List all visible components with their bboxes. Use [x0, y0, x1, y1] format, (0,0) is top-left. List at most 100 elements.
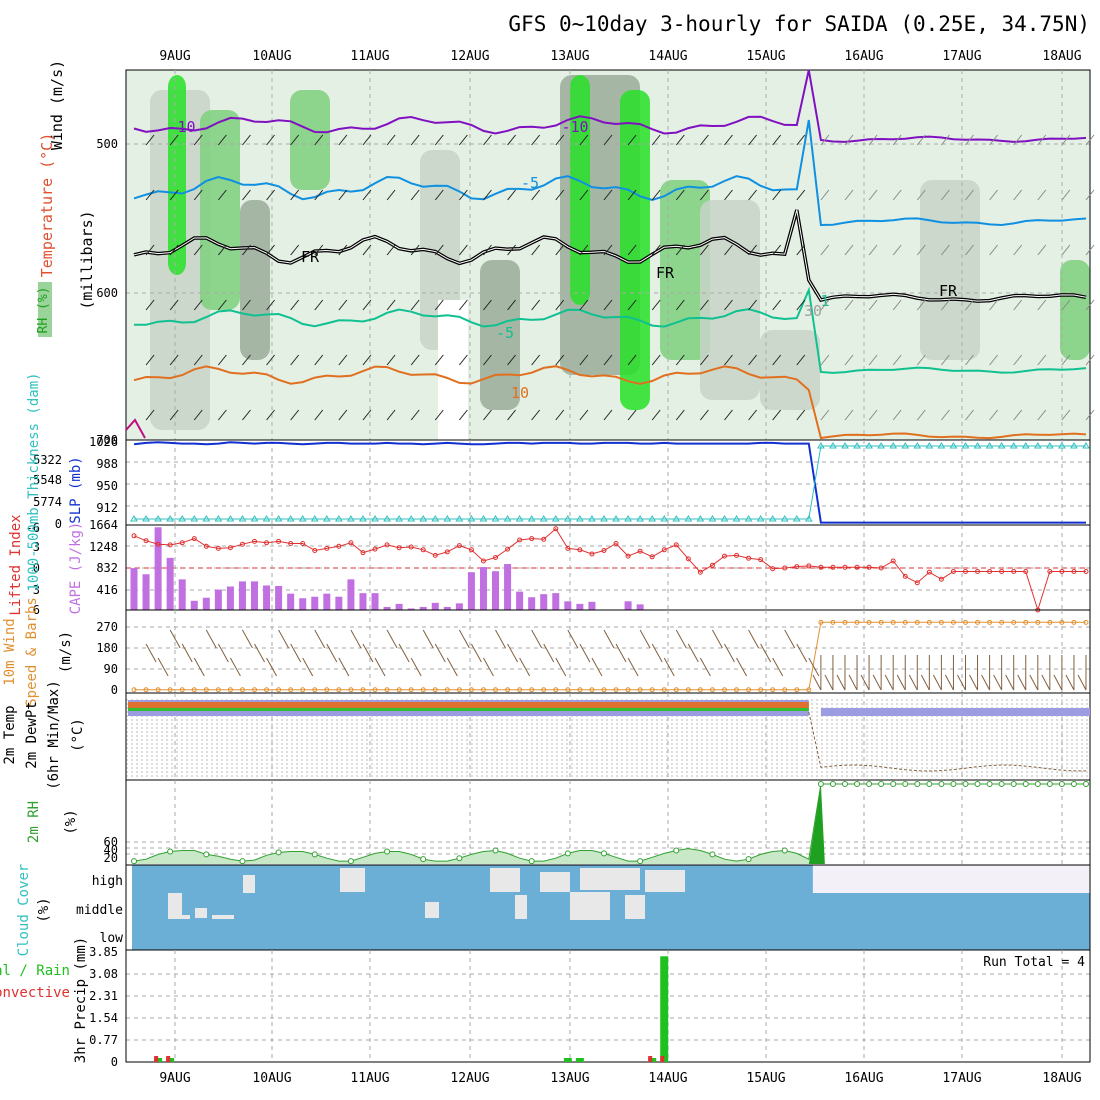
upper-wind-barb	[266, 354, 275, 366]
wind10-marker	[806, 687, 812, 693]
upper-wind-barb	[820, 409, 830, 421]
thickness-marker	[792, 515, 801, 522]
wind10-marker	[746, 687, 752, 693]
wind10-marker	[1071, 619, 1077, 625]
li-marker	[685, 556, 691, 562]
thickness-marker	[720, 515, 729, 522]
contour-minus5-lower	[134, 286, 1087, 374]
upper-wind-barb	[386, 354, 396, 366]
cloud-patch	[212, 915, 234, 919]
cloud-patch	[168, 893, 182, 919]
rh2m-marker	[347, 858, 354, 865]
wind10-barb	[278, 629, 290, 649]
upper-wind-barb	[458, 244, 468, 256]
upper-wind-barb	[362, 189, 372, 201]
thickness-marker	[684, 515, 693, 522]
upper-wind-barb	[314, 354, 324, 366]
rh-shading	[1060, 260, 1090, 360]
wind10-barb	[957, 674, 966, 691]
cape-bar	[178, 579, 186, 610]
thickness-marker	[600, 515, 608, 522]
wind10-barb	[507, 643, 519, 663]
upper-wind-barb	[868, 354, 878, 366]
upper-wind-barb	[916, 189, 926, 201]
upper-wind-barb	[965, 299, 974, 311]
upper-wind-barb	[314, 244, 324, 256]
date-label-top: 14AUG	[648, 49, 687, 64]
rh2m-marker	[950, 781, 957, 787]
li-marker	[673, 542, 679, 548]
upper-wind-barb	[699, 244, 709, 256]
wind10-barb	[603, 629, 615, 649]
li-marker	[456, 543, 462, 549]
upper-wind-barb	[1013, 409, 1023, 421]
thickness-marker	[841, 442, 849, 449]
thickness-marker	[467, 515, 476, 522]
wind10-barb	[205, 629, 217, 649]
precip-tick-label: 0.77	[89, 1033, 118, 1047]
rh2m-area	[134, 848, 809, 864]
wind10-barb	[229, 657, 241, 677]
rh2m-marker	[854, 781, 861, 787]
rh2m-marker	[239, 858, 246, 865]
upper-wind-barb	[1013, 244, 1023, 256]
wind10-marker	[734, 687, 740, 693]
wind10-barb	[687, 643, 699, 663]
upper-wind-barb	[844, 189, 854, 201]
upper-wind-barb	[555, 354, 565, 366]
thickness-marker	[1070, 442, 1078, 449]
wind10-marker	[842, 619, 848, 625]
li-marker	[962, 569, 968, 574]
rh2m-marker	[974, 781, 981, 787]
thick-tick-label: 0	[55, 517, 62, 531]
contour-minus10	[133, 69, 1087, 143]
rh2m-marker	[456, 855, 463, 862]
thickness-marker	[298, 515, 307, 522]
rh2m-marker	[528, 858, 535, 865]
cape-bar	[154, 527, 162, 610]
li-marker	[1047, 569, 1053, 574]
rh-shading	[920, 180, 980, 360]
upper-wind-barb	[410, 354, 420, 366]
rh2m-marker	[745, 856, 752, 863]
li-marker	[926, 569, 932, 575]
upper-ylabel-wind: Wind (m/s)	[48, 60, 66, 150]
thickness-marker	[190, 515, 199, 522]
upper-wind-barb	[386, 189, 396, 201]
upper-wind-barb	[941, 299, 950, 311]
precip-tick-label: 3.85	[89, 945, 118, 959]
upper-wind-barb	[362, 134, 372, 146]
wind10-barb	[932, 674, 942, 691]
upper-wind-barb	[338, 244, 348, 256]
rh-ylabel-1: 2m RH	[26, 801, 42, 843]
rh-shading	[760, 330, 820, 410]
wind10-marker	[697, 687, 703, 693]
upper-wind-barb	[1013, 134, 1023, 146]
date-label-bottom: 15AUG	[746, 1071, 785, 1086]
upper-wind-barb	[555, 134, 565, 146]
thickness-marker	[985, 442, 994, 449]
precip-total-bar	[660, 956, 669, 1062]
temp-band-after	[820, 708, 1090, 716]
contour-label: -5	[496, 324, 514, 342]
thickness-marker	[503, 515, 512, 522]
li-marker	[517, 537, 523, 543]
upper-wind-barb	[483, 354, 492, 366]
upper-wind-barb	[362, 409, 372, 421]
upper-ylabel-rh: RH (%)	[36, 287, 51, 334]
upper-wind-barb	[579, 134, 589, 146]
thickness-marker	[913, 442, 922, 449]
li-marker	[541, 536, 547, 542]
wind10-barb	[217, 643, 229, 663]
wind10-barb	[290, 643, 302, 663]
upper-wind-barb	[724, 409, 733, 421]
cape-tick-label: 1248	[89, 540, 118, 554]
upper-wind-barb	[242, 134, 251, 146]
li-marker	[1071, 569, 1077, 574]
wind-tick-label: 0	[111, 683, 118, 697]
upper-wind-barb	[916, 244, 926, 256]
upper-wind-barb	[892, 299, 902, 311]
thickness-marker	[575, 515, 584, 522]
cape-bar	[190, 600, 198, 610]
li-tick-label: 6	[33, 603, 40, 617]
